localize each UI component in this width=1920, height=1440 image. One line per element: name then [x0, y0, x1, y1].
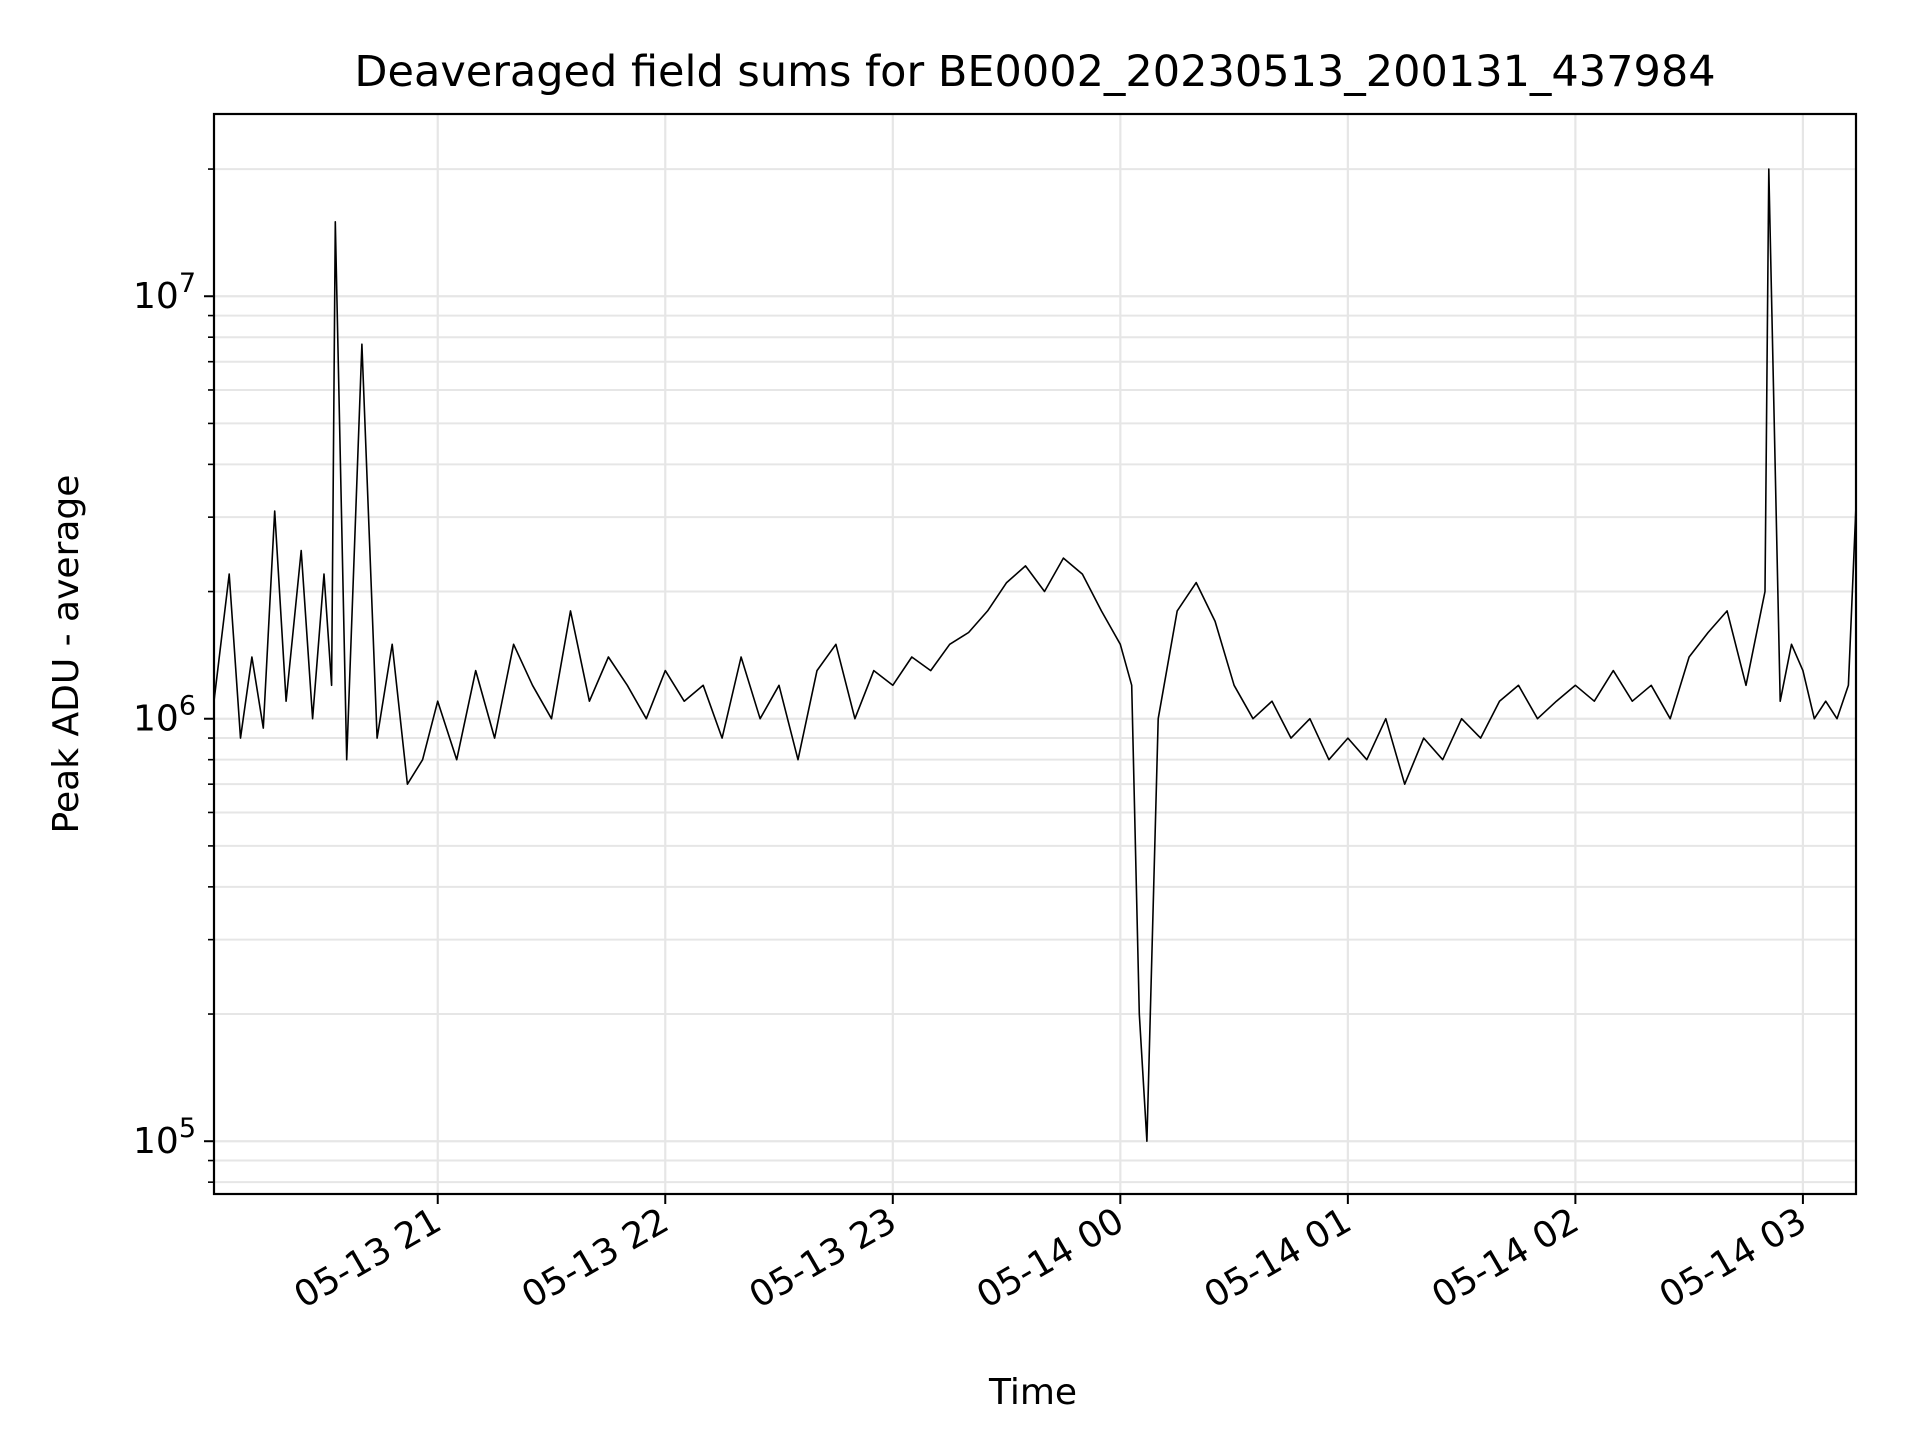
y-tick-label: 107 — [133, 268, 196, 317]
grid-lines — [214, 114, 1856, 1194]
plot-frame — [212, 112, 1858, 1196]
chart-title: Deaveraged field sums for BE0002_2023051… — [354, 47, 1715, 97]
series-line-1 — [213, 168, 1857, 1142]
y-tick-label: 105 — [133, 1113, 196, 1162]
plot-area — [213, 168, 1857, 1142]
y-tick-label: 106 — [133, 691, 196, 740]
x-axis-label: Time — [988, 1372, 1077, 1413]
y-axis-label: Peak ADU - average — [46, 475, 87, 834]
